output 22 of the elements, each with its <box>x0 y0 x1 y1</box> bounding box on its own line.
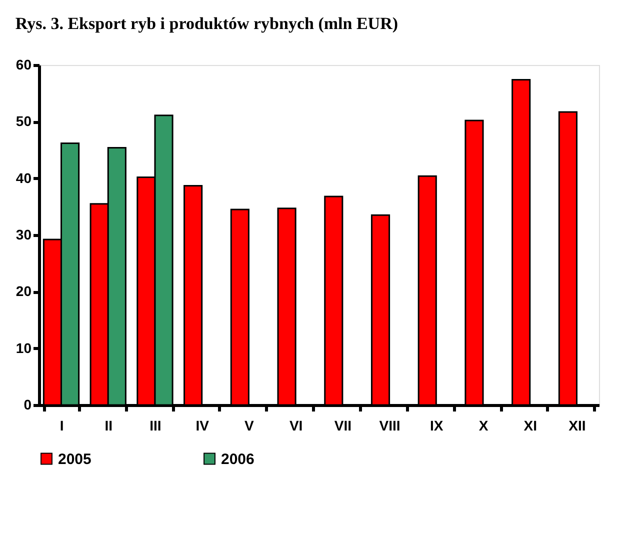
x-tick-label: X <box>478 418 489 434</box>
y-tick-label: 60 <box>16 56 32 72</box>
x-tick-label: III <box>150 418 162 434</box>
y-tick-label: 50 <box>16 113 32 130</box>
x-tick-label: VIII <box>379 418 400 434</box>
x-tick-label: V <box>244 418 255 434</box>
legend-label: 2006 <box>221 450 254 468</box>
x-tick-label: IX <box>430 418 444 434</box>
y-tick-label: 20 <box>16 283 32 300</box>
y-tick-label: 10 <box>16 340 32 356</box>
x-tick-label: I <box>60 418 64 434</box>
y-tick-label: 0 <box>24 396 32 412</box>
y-tick-label: 30 <box>16 226 32 242</box>
x-tick-label: VII <box>334 418 352 434</box>
x-tick-label: II <box>104 418 113 434</box>
x-tick-label: VI <box>289 418 303 434</box>
chart-title: Rys. 3. Eksport ryb i produktów rybnych (mln EUR) <box>15 14 398 33</box>
y-tick-label: 40 <box>16 170 32 186</box>
legend-label: 2005 <box>58 450 92 468</box>
x-tick-label: IV <box>196 418 210 434</box>
x-tick-label: XII <box>568 418 586 434</box>
x-tick-label: XI <box>524 418 537 434</box>
